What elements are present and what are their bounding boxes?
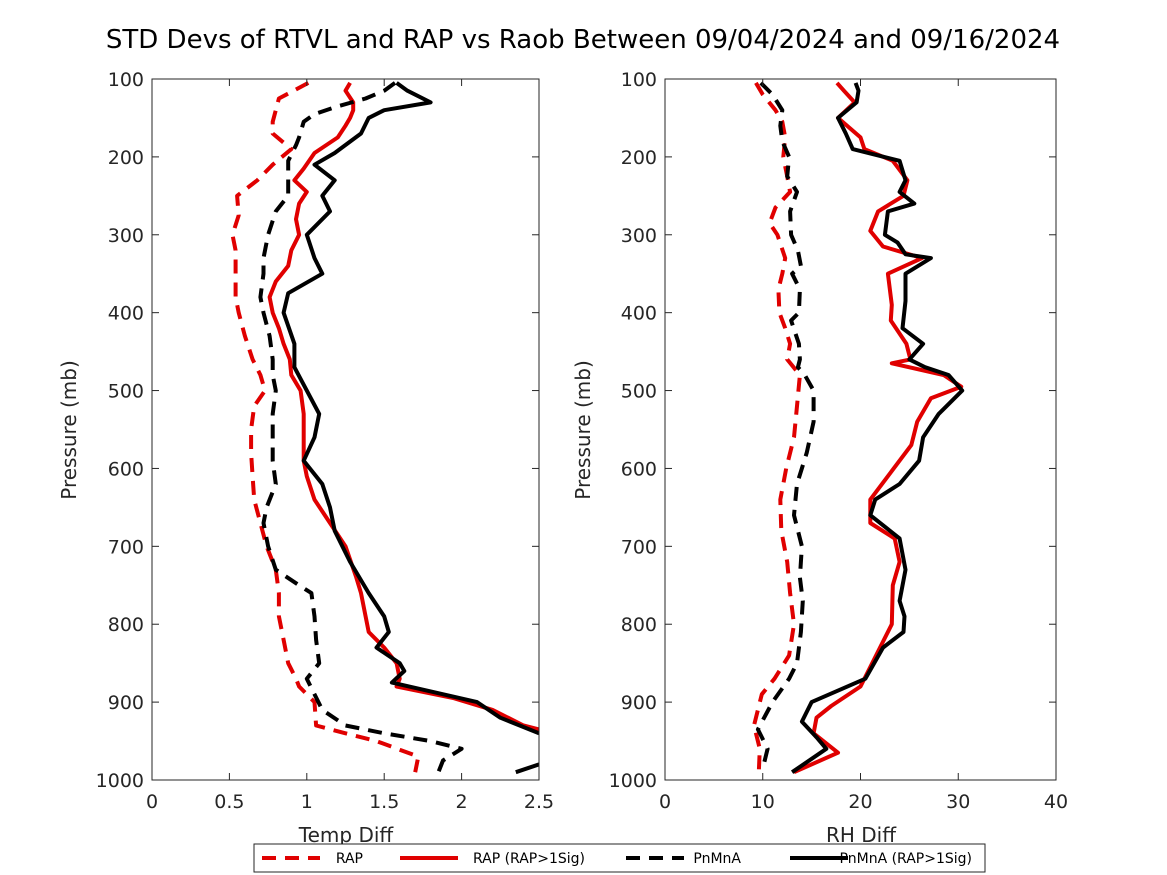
rh-diff-series-rap-0 <box>752 81 802 773</box>
temp-diff-ytick-label: 400 <box>108 303 144 325</box>
temp-diff-ylabel: Pressure (mb) <box>57 360 81 500</box>
rh-diff-series-pnmna-rap-1sig-3 <box>790 82 965 774</box>
legend: RAP RAP (RAP>1Sig) PnMnA PnMnA (RAP>1Sig) <box>253 843 986 873</box>
temp-diff-ytick-label: 800 <box>108 614 144 636</box>
temp-diff-xtick-label: 1.5 <box>369 791 399 813</box>
rh-diff-ytick-label: 800 <box>621 614 657 636</box>
temp-diff-series-rap-rap-1sig-1 <box>267 81 539 732</box>
rh-diff-xtick-label: 0 <box>659 791 671 813</box>
legend-label-pnmna: PnMnA <box>693 851 741 867</box>
temp-diff-series-pnmna-2 <box>258 81 464 773</box>
temp-diff-panel: 0 0.5 1 1.5 2 2.5 100 200 300 400 500 600 700 800 900 1… <box>57 69 554 847</box>
temp-diff-ytick-label: 300 <box>108 225 144 247</box>
temp-diff-ytick-label: 500 <box>108 381 144 403</box>
rh-diff-ytick-label: 400 <box>621 303 657 325</box>
temp-diff-ytick-label: 1000 <box>96 770 144 792</box>
temp-diff-xtick-label: 0 <box>146 791 158 813</box>
temp-diff-axes-box <box>151 78 540 781</box>
temp-diff-series-rap-0 <box>230 81 421 773</box>
rh-diff-ytick-label: 1000 <box>609 770 657 792</box>
temp-diff-xtick-label: 2.5 <box>524 791 554 813</box>
legend-label-rap: RAP <box>336 851 363 867</box>
rh-diff-ytick-label: 900 <box>621 692 657 714</box>
temp-diff-ytick-label: 600 <box>108 458 144 480</box>
rh-diff-xtick-label: 10 <box>751 791 775 813</box>
legend-label-pnmna-rap-1sig: PnMnA (RAP>1Sig) <box>840 851 972 867</box>
rh-diff-ylabel: Pressure (mb) <box>571 360 595 500</box>
rh-diff-ytick-label: 700 <box>621 536 657 558</box>
rh-diff-panel: 0 10 20 30 40 100 200 300 400 500 600 700 800 900 1000… <box>571 69 1068 847</box>
rh-diff-ytick-label: 100 <box>621 69 657 91</box>
figure-title: STD Devs of RTVL and RAP vs Raob Between… <box>106 25 1060 55</box>
legend-box <box>253 843 986 873</box>
rh-diff-ytick-label: 200 <box>621 147 657 169</box>
rh-diff-xlabel: RH Diff <box>826 823 897 847</box>
rh-diff-xtick-label: 20 <box>848 791 872 813</box>
temp-diff-series-pnmna-rap-1sig-3 <box>281 81 539 736</box>
temp-diff-ytick-label: 200 <box>108 147 144 169</box>
temp-diff-ytick-label: 700 <box>108 536 144 558</box>
rh-diff-xtick-label: 40 <box>1044 791 1068 813</box>
rh-diff-ticks: 0 10 20 30 40 100 200 300 400 500 600 700 800 900 1000 <box>609 69 1068 813</box>
rh-diff-ytick-label: 600 <box>621 458 657 480</box>
temp-diff-xtick-label: 2 <box>456 791 468 813</box>
temp-diff-xlabel: Temp Diff <box>298 823 395 847</box>
legend-label-rap-rap-1sig: RAP (RAP>1Sig) <box>473 851 585 867</box>
rh-diff-series <box>752 81 965 775</box>
rh-diff-series-rap-rap-1sig-1 <box>793 81 964 775</box>
temp-diff-series <box>230 81 539 775</box>
rh-diff-xtick-label: 30 <box>946 791 970 813</box>
rh-diff-ytick-label: 500 <box>621 381 657 403</box>
temp-diff-ticks: 0 0.5 1 1.5 2 2.5 100 200 300 400 500 600 700 800 900 1… <box>96 69 554 813</box>
temp-diff-ytick-label: 900 <box>108 692 144 714</box>
temp-diff-ytick-label: 100 <box>108 69 144 91</box>
temp-diff-series-pnmna-rap-1sig-near-surface-4 <box>515 762 539 775</box>
rh-diff-ytick-label: 300 <box>621 225 657 247</box>
temp-diff-xtick-label: 0.5 <box>214 791 244 813</box>
rh-diff-series-pnmna-2 <box>755 81 816 769</box>
temp-diff-xtick-label: 1 <box>301 791 313 813</box>
